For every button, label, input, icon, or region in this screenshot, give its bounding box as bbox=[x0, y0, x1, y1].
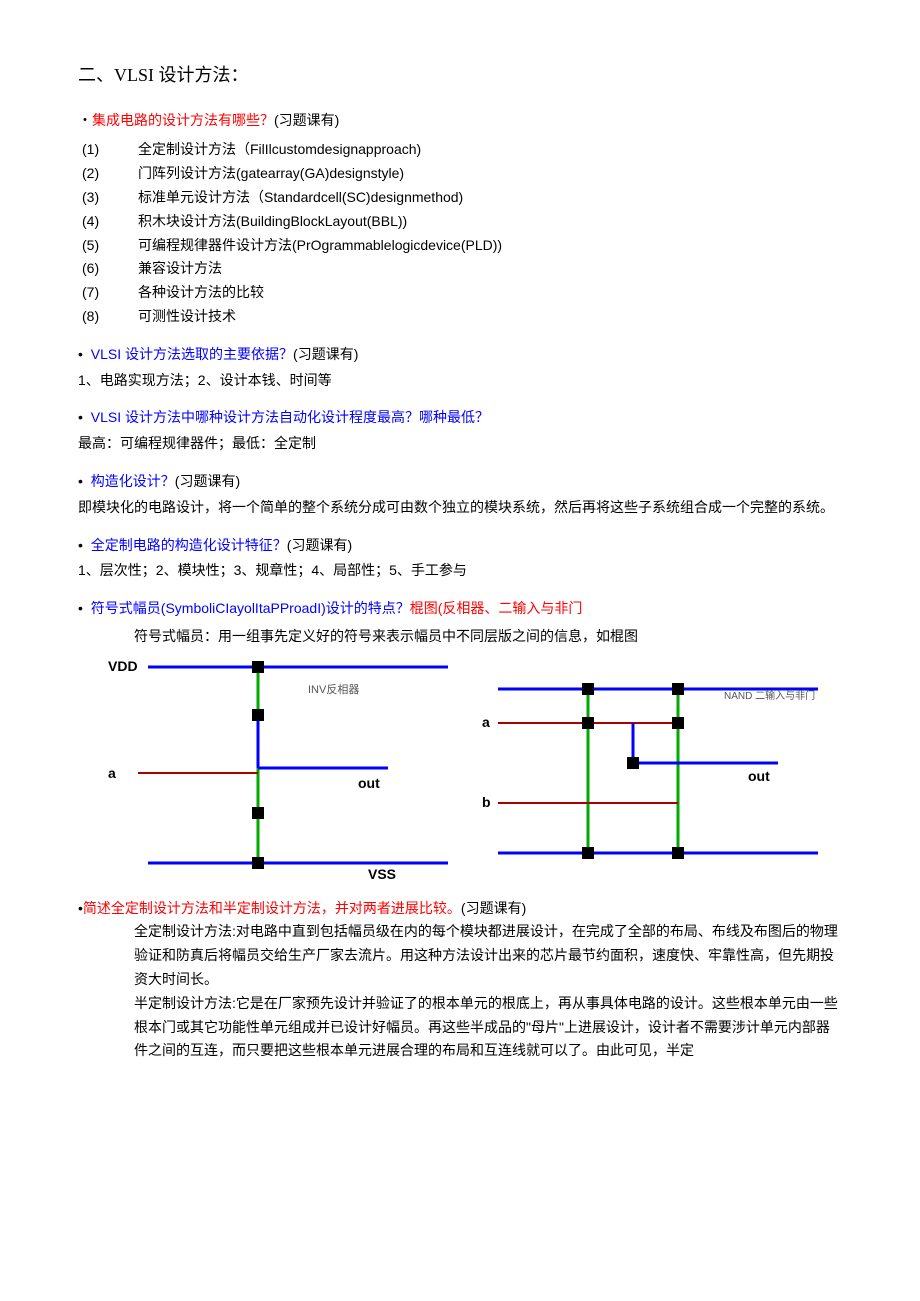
q7-red: 简述全定制设计方法和半定制设计方法，并对两者进展比较。 bbox=[83, 900, 461, 916]
q5-blue: 全定制电路的构造化设计特征？ bbox=[91, 537, 287, 553]
list-text: 门阵列设计方法(gatearray(GA)designstyle) bbox=[138, 162, 842, 186]
list-text: 积木块设计方法(BuildingBlockLayout(BBL)) bbox=[138, 210, 842, 234]
list-item: (1)全定制设计方法（FilIlcustomdesignapproach) bbox=[78, 138, 842, 162]
inv-caption: INV反相器 bbox=[308, 683, 359, 696]
ans2: 1、电路实现方法；2、设计本钱、时间等 bbox=[78, 369, 842, 393]
q6-blue: 符号式幅员(SymboliCIayolItaPProadI)设计的特点？ bbox=[91, 600, 410, 616]
list-num: (2) bbox=[78, 162, 138, 186]
list-item: (6)兼容设计方法 bbox=[78, 257, 842, 281]
q6-line: • 符号式幅员(SymboliCIayolItaPProadI)设计的特点？棍图… bbox=[78, 597, 842, 621]
q7-line: •简述全定制设计方法和半定制设计方法，并对两者进展比较。(习题课有) bbox=[78, 897, 842, 921]
q4-suffix: (习题课有) bbox=[175, 473, 240, 489]
list-item: (5)可编程规律器件设计方法(PrOgrammablelogicdevice(P… bbox=[78, 234, 842, 258]
list1: (1)全定制设计方法（FilIlcustomdesignapproach) (2… bbox=[78, 138, 842, 328]
list-num: (8) bbox=[78, 305, 138, 329]
stick-label: 符号式幅员：用一组事先定义好的符号来表示幅员中不同层版之间的信息，如棍图 bbox=[134, 625, 842, 649]
out-label: out bbox=[358, 775, 380, 791]
ans3: 最高：可编程规律器件；最低：全定制 bbox=[78, 432, 842, 456]
q1-red: 集成电路的设计方法有哪些？ bbox=[92, 112, 274, 128]
vdd-label: VDD bbox=[108, 658, 138, 674]
list-num: (1) bbox=[78, 138, 138, 162]
bullet-icon: • bbox=[78, 409, 83, 425]
nand-diagram: a b out NAND 二输入与非门 bbox=[478, 653, 838, 891]
q3-blue: VLSI 设计方法中哪种设计方法自动化设计程度最高？哪种最低？ bbox=[91, 409, 489, 425]
list-text: 可测性设计技术 bbox=[138, 305, 842, 329]
q3-line: • VLSI 设计方法中哪种设计方法自动化设计程度最高？哪种最低？ bbox=[78, 406, 842, 430]
nand-out-label: out bbox=[748, 768, 770, 784]
list-text: 标准单元设计方法（Standardcell(SC)designmethod) bbox=[138, 186, 842, 210]
q2-suffix: (习题课有) bbox=[293, 346, 358, 362]
ans4: 即模块化的电路设计，将一个简单的整个系统分成可由数个独立的模块系统，然后再将这些… bbox=[78, 496, 842, 520]
list-num: (6) bbox=[78, 257, 138, 281]
para2: 半定制设计方法:它是在厂家预先设计并验证了的根本单元的根底上，再从事具体电路的设… bbox=[134, 992, 842, 1063]
bullet-icon: • bbox=[78, 600, 83, 616]
ans5: 1、层次性；2、模块性；3、规章性；4、局部性；5、手工参与 bbox=[78, 559, 842, 583]
stick-diagrams: VDD VSS a out INV反相器 bbox=[78, 653, 842, 891]
list-item: (4)积木块设计方法(BuildingBlockLayout(BBL)) bbox=[78, 210, 842, 234]
para1: 全定制设计方法:对电路中直到包括幅员级在内的每个模块都进展设计，在完成了全部的布… bbox=[134, 920, 842, 991]
bullet-icon: • bbox=[78, 473, 83, 489]
bullet-icon: • bbox=[78, 346, 83, 362]
q5-line: • 全定制电路的构造化设计特征？(习题课有) bbox=[78, 534, 842, 558]
list-text: 全定制设计方法（FilIlcustomdesignapproach) bbox=[138, 138, 842, 162]
q1-prefix: ・ bbox=[78, 112, 92, 128]
list-num: (4) bbox=[78, 210, 138, 234]
list-item: (7)各种设计方法的比较 bbox=[78, 281, 842, 305]
list-item: (2)门阵列设计方法(gatearray(GA)designstyle) bbox=[78, 162, 842, 186]
q2-blue: VLSI 设计方法选取的主要依据？ bbox=[91, 346, 293, 362]
list-num: (3) bbox=[78, 186, 138, 210]
a-label: a bbox=[108, 765, 116, 781]
inv-diagram: VDD VSS a out INV反相器 bbox=[78, 653, 478, 891]
list-text: 兼容设计方法 bbox=[138, 257, 842, 281]
list-num: (7) bbox=[78, 281, 138, 305]
q4-line: • 构造化设计？(习题课有) bbox=[78, 470, 842, 494]
q6-red: 棍图(反相器、二输入与非门 bbox=[410, 600, 583, 616]
q5-suffix: (习题课有) bbox=[287, 537, 352, 553]
list-item: (8)可测性设计技术 bbox=[78, 305, 842, 329]
q7-suffix: (习题课有) bbox=[461, 900, 526, 916]
q2-line: • VLSI 设计方法选取的主要依据？(习题课有) bbox=[78, 343, 842, 367]
q1-line: ・集成电路的设计方法有哪些？(习题课有) bbox=[78, 109, 842, 133]
list-text: 可编程规律器件设计方法(PrOgrammablelogicdevice(PLD)… bbox=[138, 234, 842, 258]
list-text: 各种设计方法的比较 bbox=[138, 281, 842, 305]
q1-suffix: (习题课有) bbox=[274, 112, 339, 128]
vss-label: VSS bbox=[368, 866, 396, 882]
nand-caption: NAND 二输入与非门 bbox=[724, 689, 815, 702]
nand-b-label: b bbox=[482, 794, 491, 810]
q4-blue: 构造化设计？ bbox=[91, 473, 175, 489]
section-title: 二、VLSI 设计方法： bbox=[78, 60, 842, 91]
nand-a-label: a bbox=[482, 714, 490, 730]
bullet-icon: • bbox=[78, 537, 83, 553]
list-num: (5) bbox=[78, 234, 138, 258]
list-item: (3)标准单元设计方法（Standardcell(SC)designmethod… bbox=[78, 186, 842, 210]
